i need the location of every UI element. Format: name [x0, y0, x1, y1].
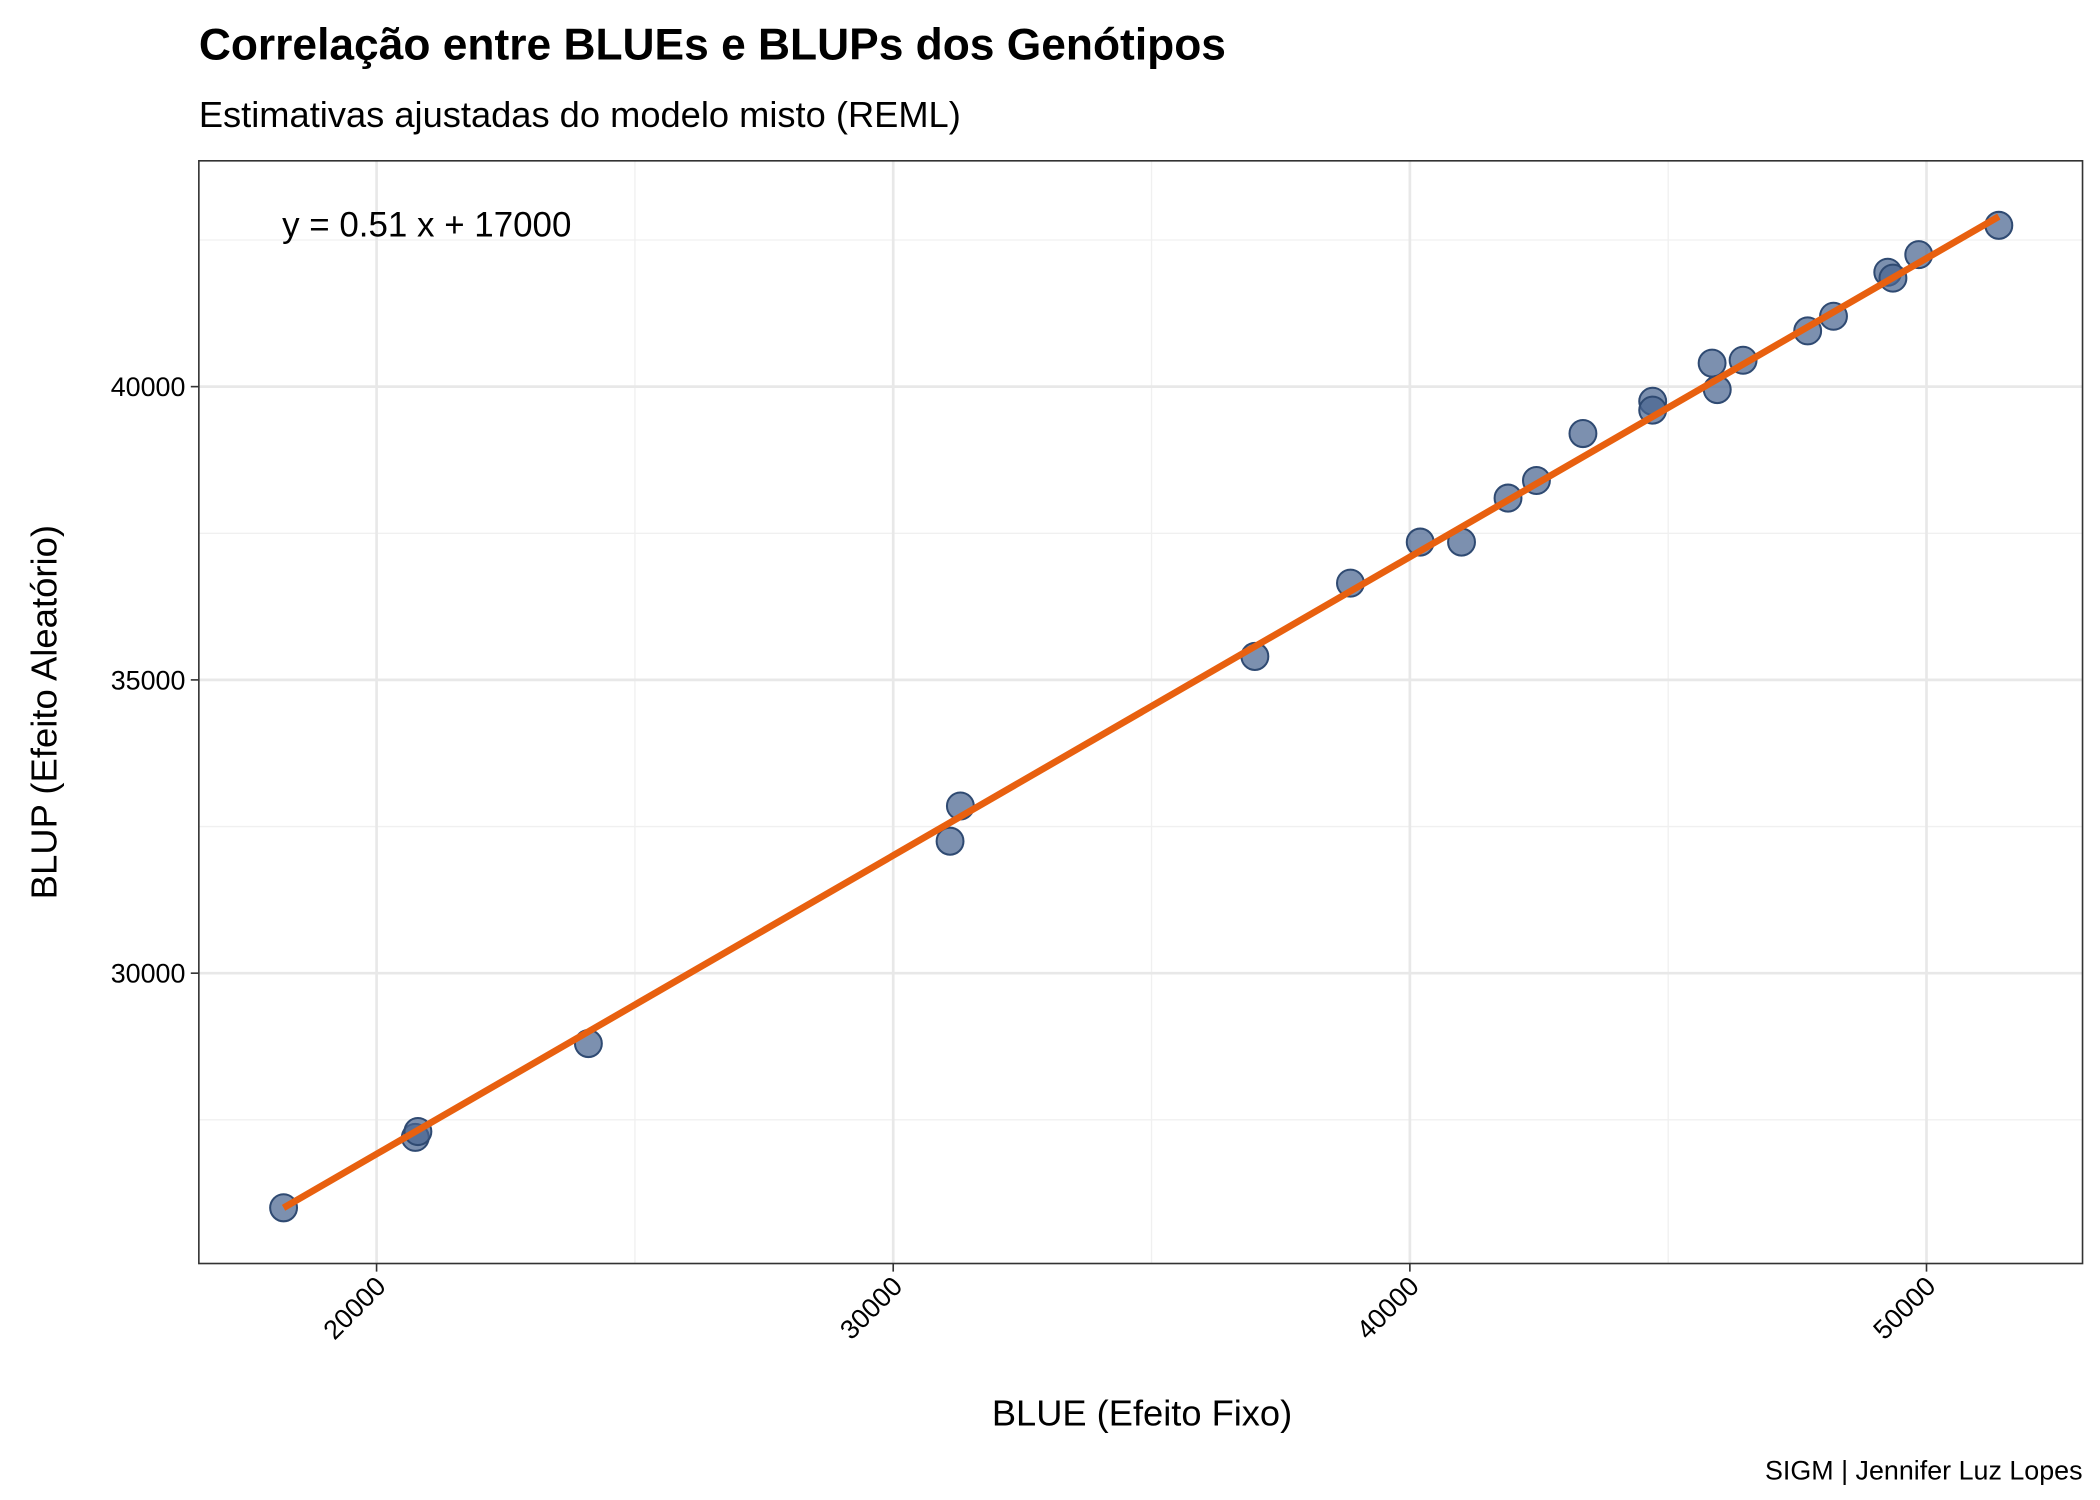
plot-border: [198, 160, 2084, 1265]
caption: SIGM | Jennifer Luz Lopes: [1765, 1456, 2083, 1486]
y-tick-label: 30000: [111, 959, 186, 989]
x-tick-label: 20000: [318, 1271, 392, 1345]
point: [1697, 348, 1727, 378]
point: [1568, 419, 1598, 449]
annotation: y = 0.51 x + 17000: [282, 205, 571, 244]
x-tick-label: 50000: [1868, 1271, 1942, 1345]
chart-title: Correlação entre BLUEs e BLUPs dos Genót…: [199, 20, 1226, 69]
y-tick-label: 40000: [111, 372, 186, 402]
point: [935, 826, 965, 856]
y-tick-label: 35000: [111, 665, 186, 695]
chart-subtitle: Estimativas ajustadas do modelo misto (R…: [199, 94, 961, 135]
fit-line: [281, 213, 2001, 1211]
x-tick-label: 40000: [1351, 1271, 1425, 1345]
y-axis-label: BLUP (Efeito Aleatório): [24, 525, 65, 899]
x-tick-label: 30000: [834, 1271, 908, 1345]
x-axis-label: BLUE (Efeito Fixo): [992, 1393, 1292, 1434]
